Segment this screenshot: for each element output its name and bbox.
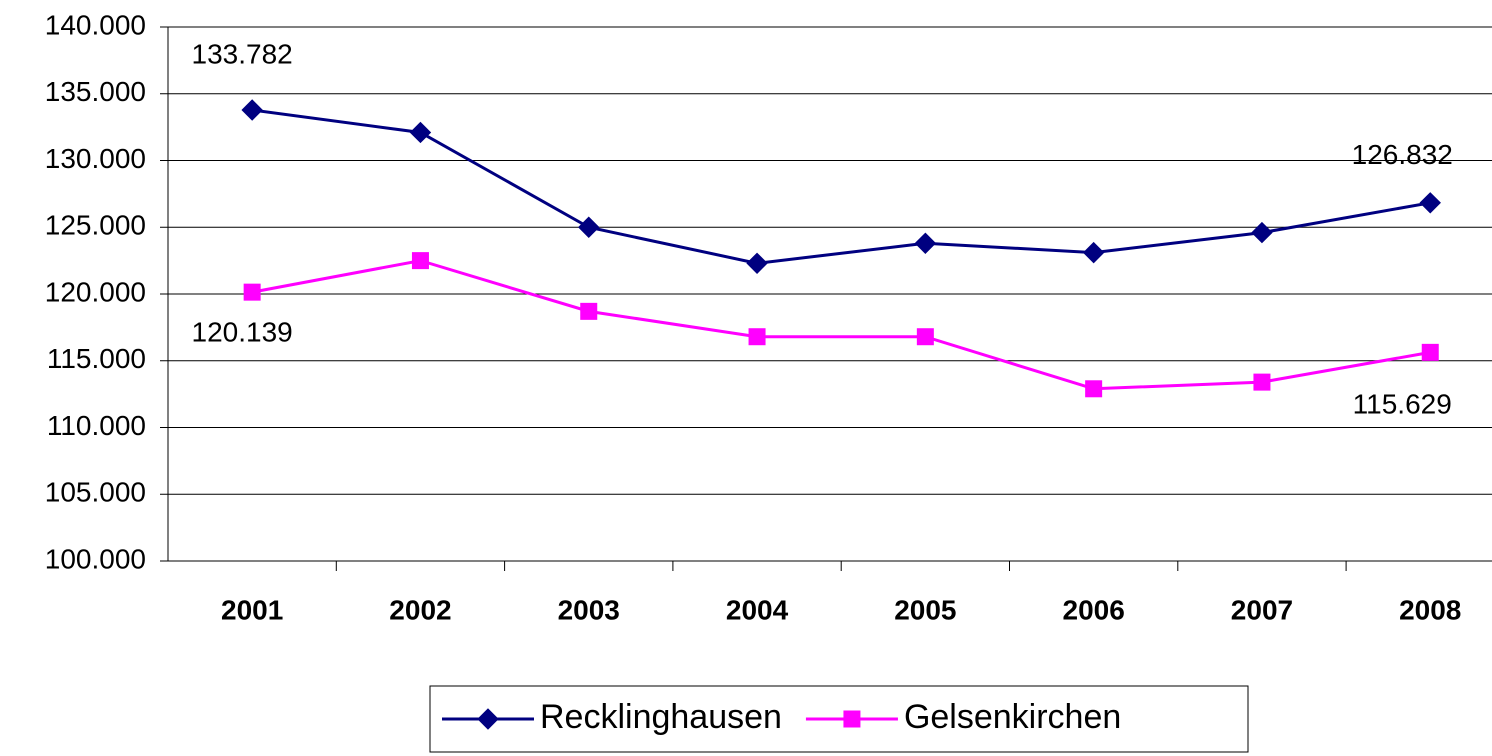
x-tick-label: 2001 (221, 594, 283, 625)
legend-label: Recklinghausen (540, 698, 782, 736)
x-tick-label: 2008 (1399, 594, 1461, 625)
x-tick-label: 2007 (1231, 594, 1293, 625)
legend-label: Gelsenkirchen (904, 698, 1121, 736)
y-tick-label: 135.000 (45, 76, 146, 107)
y-tick-label: 105.000 (45, 477, 146, 508)
y-tick-label: 130.000 (45, 143, 146, 174)
x-tick-label: 2005 (894, 594, 956, 625)
data-point (411, 252, 429, 270)
data-point (746, 252, 768, 275)
data-point (1253, 373, 1271, 391)
data-label: 115.629 (1353, 389, 1452, 420)
legend: Recklinghausen Gelsenkirchen (429, 685, 1249, 753)
y-tick-label: 110.000 (47, 410, 146, 441)
series-line (251, 108, 1431, 265)
data-label: 120.139 (192, 317, 293, 348)
y-tick-label: 140.000 (45, 9, 146, 40)
data-point (578, 216, 600, 238)
data-point (243, 283, 261, 301)
data-point (1251, 221, 1273, 244)
y-tick-label: 120.000 (45, 276, 146, 307)
y-tick-label: 125.000 (45, 210, 146, 241)
data-point (1419, 192, 1441, 214)
x-tick-label: 2002 (389, 594, 451, 625)
legend-marker (843, 710, 861, 728)
data-point (580, 302, 598, 320)
data-point (409, 121, 432, 144)
data-label: 126.832 (1352, 139, 1453, 170)
data-point (1082, 241, 1105, 264)
data-label: 133.782 (192, 38, 293, 69)
data-point (1421, 343, 1439, 361)
data-point (748, 328, 766, 346)
y-tick-label: 115.000 (47, 343, 146, 374)
x-tick-label: 2003 (558, 594, 620, 625)
data-point (914, 232, 937, 254)
series-line (251, 259, 1431, 391)
data-point (241, 99, 263, 121)
x-tick-label: 2004 (726, 594, 789, 625)
x-tick-label: 2006 (1063, 594, 1125, 625)
data-point (916, 328, 934, 346)
legend-marker (477, 708, 499, 730)
data-point (1085, 380, 1103, 398)
y-tick-label: 100.000 (45, 543, 146, 574)
